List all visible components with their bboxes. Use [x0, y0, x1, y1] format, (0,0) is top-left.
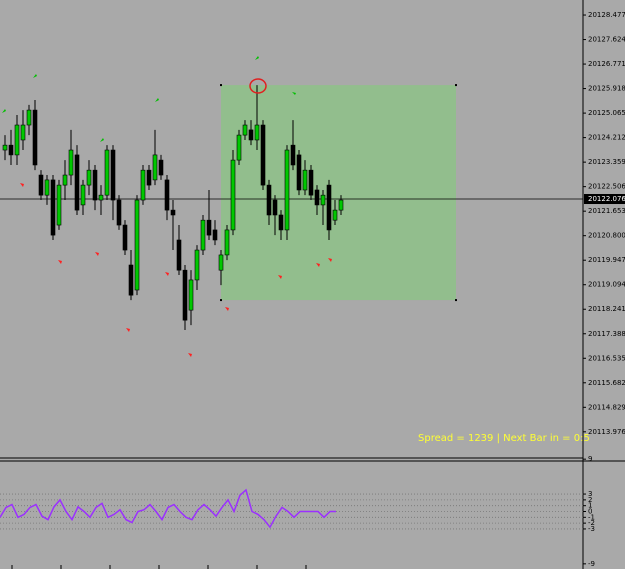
candle-body — [182, 269, 188, 321]
candle-body — [68, 149, 74, 176]
y-tick-label: 20124.212 — [588, 134, 625, 142]
candle-body — [206, 219, 212, 236]
candle-body — [128, 264, 134, 296]
rectangle-handle — [455, 299, 457, 302]
candle-body — [50, 179, 56, 236]
candle-body — [176, 239, 182, 271]
y-tick-label: 0 — [588, 508, 592, 516]
y-tick-label: 20118.241 — [588, 305, 625, 313]
candle-body — [218, 254, 224, 271]
y-tick-label: -2 — [588, 519, 595, 527]
highlight-circle — [249, 78, 267, 94]
candle-body — [38, 174, 44, 196]
candle-body — [224, 229, 230, 256]
candle-body — [278, 214, 284, 231]
y-tick-label: 20127.624 — [588, 36, 625, 44]
candle-body — [236, 134, 242, 161]
candle-body — [188, 279, 194, 311]
y-tick-label: 2 — [588, 496, 592, 504]
candle-body — [248, 129, 254, 141]
y-tick-label: 9 — [588, 455, 592, 463]
candle-body — [302, 169, 308, 191]
current-price-box — [584, 194, 625, 205]
y-tick-label: 20117.388 — [588, 330, 625, 338]
candle-body — [152, 154, 158, 181]
candle-body — [170, 209, 176, 216]
candle-body — [92, 169, 98, 201]
rectangle-handle — [220, 299, 222, 302]
candle-body — [80, 184, 86, 206]
candle-body — [32, 109, 38, 166]
candle-body — [194, 249, 200, 281]
candle-body — [266, 184, 272, 216]
candle-body — [44, 179, 50, 196]
candle-body — [134, 199, 140, 291]
candle-body — [242, 124, 248, 136]
candle-body — [308, 169, 314, 196]
status-text: Spread = 1239 | Next Bar in = 0:5 — [418, 433, 590, 444]
candle-body — [116, 199, 122, 226]
y-tick-label: 20126.771 — [588, 60, 625, 68]
candle-body — [14, 124, 20, 156]
candle-body — [146, 169, 152, 186]
y-tick-label: 3 — [588, 490, 592, 498]
rectangle-handle — [455, 84, 457, 87]
y-tick-label: -9 — [588, 560, 595, 568]
candle-body — [98, 194, 104, 201]
candle-body — [314, 189, 320, 206]
y-tick-label: 20125.065 — [588, 109, 625, 117]
candle-body — [254, 124, 260, 141]
candle-body — [164, 179, 170, 211]
time-ticks — [11, 565, 307, 569]
candle-body — [212, 229, 218, 241]
candle-body — [2, 144, 8, 151]
y-tick-label: 20121.653 — [588, 207, 625, 215]
candle-body — [20, 124, 26, 141]
rectangle-object — [221, 85, 456, 301]
candle-body — [74, 154, 80, 211]
y-tick-label: 20128.477 — [588, 11, 625, 19]
candle-body — [332, 209, 338, 221]
candle-body — [62, 174, 68, 186]
candle-body — [290, 144, 296, 166]
candle-body — [260, 124, 266, 186]
fractal-arrows — [2, 56, 332, 357]
candle-body — [104, 149, 110, 196]
y-tick-label: 20125.918 — [588, 85, 625, 93]
y-tick-label: 20113.976 — [588, 428, 625, 436]
y-tick-label: 20119.947 — [588, 256, 625, 264]
y-tick-label: 20120.800 — [588, 232, 625, 240]
y-tick-label: 1 — [588, 502, 592, 510]
y-tick-label: -3 — [588, 525, 595, 533]
candle-body — [284, 149, 290, 231]
y-tick-label: 20123.359 — [588, 158, 625, 166]
y-tick-label: 20114.829 — [588, 403, 625, 411]
rectangle-handle — [220, 84, 222, 87]
candle-body — [56, 184, 62, 226]
y-tick-label: 20115.682 — [588, 379, 625, 387]
candle-body — [200, 219, 206, 251]
candle-body — [326, 184, 332, 231]
candle-body — [158, 159, 164, 176]
indicator-line — [0, 488, 336, 529]
candle-body — [272, 199, 278, 216]
y-tick-label: -1 — [588, 513, 595, 521]
y-tick-label: 20119.094 — [588, 281, 625, 289]
candle-body — [230, 159, 236, 231]
candle-body — [140, 169, 146, 201]
y-tick-label: 20116.535 — [588, 354, 625, 362]
candle-body — [320, 194, 326, 206]
candle-body — [338, 199, 344, 211]
current-price-label: 20122.076 — [588, 195, 625, 203]
candle-body — [110, 149, 116, 201]
candle-body — [296, 154, 302, 191]
candle-body — [122, 224, 128, 251]
candle-body — [26, 109, 32, 126]
candle-body — [86, 169, 92, 186]
marks: 20128.47720127.62420126.77120125.9182012… — [0, 11, 625, 568]
candle-body — [8, 144, 14, 156]
y-tick-label: 20122.506 — [588, 183, 625, 191]
